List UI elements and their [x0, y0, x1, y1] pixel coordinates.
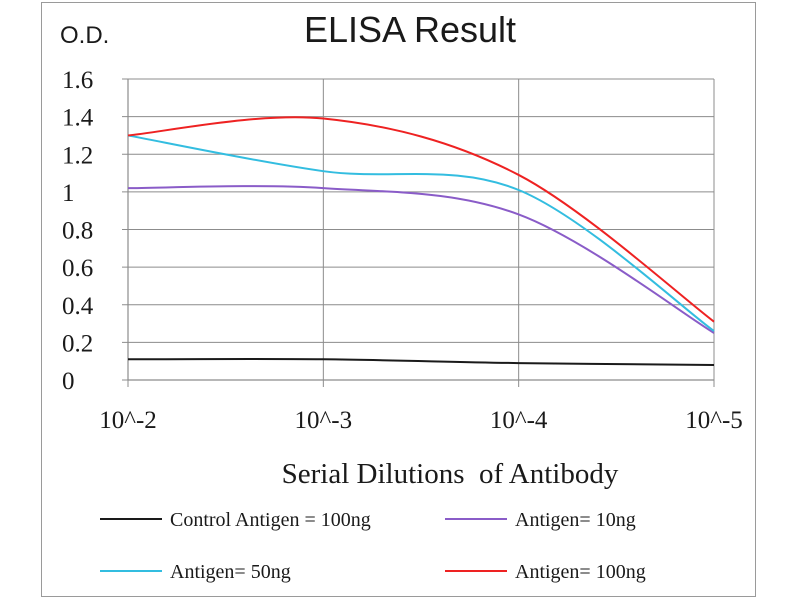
y-tick-label: 1.4	[62, 105, 94, 132]
x-tick-label: 10^-4	[490, 407, 548, 434]
y-tick-label: 1.2	[62, 142, 93, 169]
x-tick-label: 10^-3	[295, 407, 353, 434]
legend-label: Antigen= 50ng	[170, 561, 291, 583]
y-tick-label: 0.2	[62, 330, 93, 357]
legend-label: Antigen= 100ng	[515, 561, 646, 583]
x-tick-label: 10^-2	[99, 407, 157, 434]
grid	[128, 78, 715, 380]
chart-title: ELISA Result	[304, 9, 516, 50]
y-axis-label: O.D.	[60, 22, 109, 49]
y-tick-label: 0.6	[62, 255, 93, 282]
series-line-4	[127, 116, 715, 323]
x-tick-labels: 10^-2 10^-3 10^-4 10^-5	[99, 407, 743, 434]
y-tick-label: 1	[62, 180, 75, 207]
y-tick-label: 0.8	[62, 218, 93, 245]
series-lines	[127, 116, 715, 366]
series-line-3	[127, 134, 715, 332]
y-tick-label: 0.4	[62, 293, 94, 320]
x-tick-label: 10^-5	[685, 407, 743, 434]
legend-label: Antigen= 10ng	[515, 509, 636, 531]
series-line-2	[127, 185, 715, 334]
x-axis-label: Serial Dilutions of Antibody	[282, 458, 619, 490]
y-tick-label: 0	[62, 368, 75, 395]
legend: Control Antigen = 100ng Antigen= 10ng Anti…	[100, 509, 646, 583]
y-tick-labels: 0 0.2 0.4 0.6 0.8 1 1.2 1.4 1.6	[62, 67, 94, 395]
legend-label: Control Antigen = 100ng	[170, 509, 371, 531]
y-tick-label: 1.6	[62, 67, 93, 94]
series-line-1	[127, 358, 715, 366]
chart-frame	[41, 2, 756, 597]
axes	[122, 78, 715, 387]
